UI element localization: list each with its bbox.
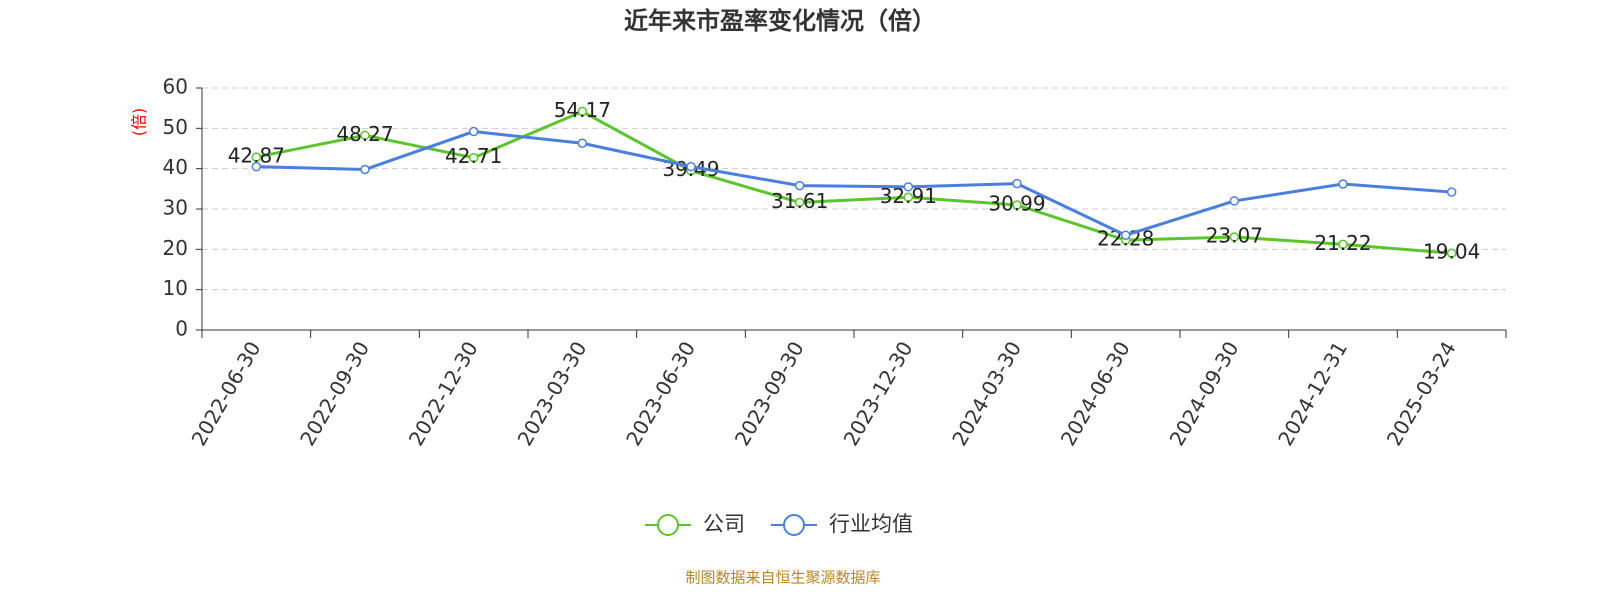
source-note: 制图数据来自恒生聚源数据库 bbox=[685, 569, 880, 587]
data-point bbox=[577, 106, 588, 117]
y-axis-label: (倍) bbox=[130, 108, 149, 137]
legend-label: 行业均值 bbox=[829, 512, 913, 536]
y-tick-label: 10 bbox=[163, 276, 188, 300]
data-point bbox=[468, 126, 479, 137]
x-tick-label: 2024-09-30 bbox=[1165, 337, 1244, 450]
data-point bbox=[360, 130, 370, 141]
data-point bbox=[794, 180, 805, 191]
chart-title: 近年来市盈率变化情况（倍） bbox=[624, 7, 936, 35]
data-label: 42.71 bbox=[445, 144, 502, 168]
data-label: 31.61 bbox=[771, 189, 828, 213]
data-point bbox=[1338, 179, 1348, 189]
x-tick-label: 2024-06-30 bbox=[1056, 337, 1135, 450]
x-tick-label: 2025-03-24 bbox=[1382, 337, 1461, 450]
series-line bbox=[256, 130, 1452, 237]
x-tick-label: 2023-09-30 bbox=[730, 337, 809, 450]
y-tick-label: 50 bbox=[163, 115, 188, 139]
series-line bbox=[256, 109, 1452, 255]
data-point bbox=[794, 197, 805, 208]
legend-marker bbox=[783, 514, 805, 536]
x-tick-label: 2024-12-31 bbox=[1273, 337, 1352, 450]
y-tick-label: 0 bbox=[175, 317, 188, 341]
x-tick-label: 2022-12-30 bbox=[404, 337, 483, 450]
data-label: 21.22 bbox=[1314, 231, 1371, 255]
legend-item: 公司 bbox=[645, 512, 745, 536]
y-tick-label: 30 bbox=[163, 196, 188, 220]
data-point bbox=[1012, 178, 1022, 189]
data-label: 23.07 bbox=[1206, 223, 1263, 247]
data-point bbox=[1229, 232, 1240, 242]
data-label: 48.27 bbox=[336, 122, 393, 146]
data-point bbox=[1446, 248, 1457, 258]
x-tick-label: 2023-03-30 bbox=[513, 337, 592, 450]
data-point bbox=[577, 138, 588, 149]
data-point bbox=[360, 164, 370, 175]
legend-item: 行业均值 bbox=[771, 512, 913, 536]
data-label: 54.17 bbox=[554, 98, 611, 122]
data-point bbox=[1229, 196, 1240, 206]
data-point bbox=[903, 182, 914, 192]
data-point bbox=[468, 152, 479, 163]
x-tick-label: 2022-09-30 bbox=[295, 337, 374, 450]
legend-label: 公司 bbox=[703, 512, 745, 536]
x-tick-label: 2023-06-30 bbox=[621, 337, 700, 450]
data-point bbox=[1446, 187, 1457, 197]
data-point bbox=[251, 152, 262, 162]
data-point bbox=[251, 161, 262, 172]
y-tick-label: 60 bbox=[163, 75, 188, 99]
x-tick-label: 2022-06-30 bbox=[187, 337, 266, 450]
data-point bbox=[903, 192, 914, 203]
data-label: 30.99 bbox=[988, 192, 1045, 216]
y-tick-label: 40 bbox=[163, 155, 188, 179]
data-point bbox=[686, 161, 696, 172]
data-point bbox=[1012, 200, 1022, 210]
legend-marker bbox=[657, 514, 679, 536]
y-tick-label: 20 bbox=[163, 236, 188, 260]
data-point bbox=[1338, 239, 1348, 250]
data-label: 19.04 bbox=[1423, 240, 1480, 264]
x-tick-label: 2023-12-30 bbox=[839, 337, 918, 450]
x-tick-label: 2024-03-30 bbox=[947, 337, 1026, 450]
data-point bbox=[1120, 230, 1131, 240]
